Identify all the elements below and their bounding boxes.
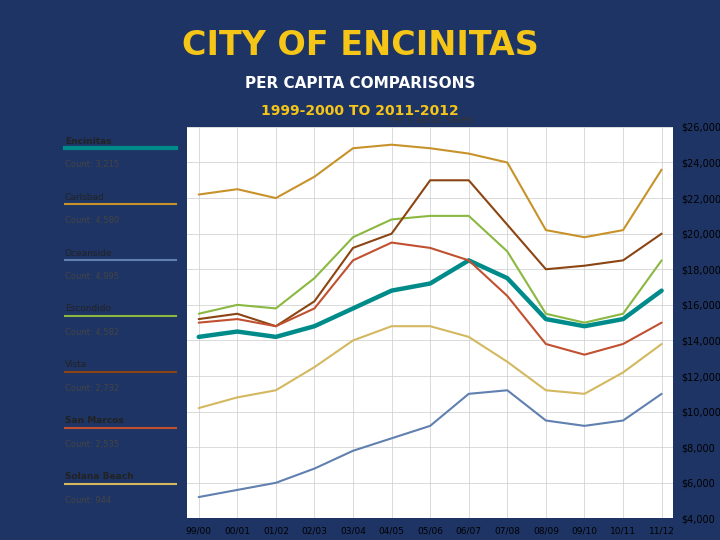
Text: Count: 3,215: Count: 3,215 [65, 160, 119, 169]
Text: CITY OF ENCINITAS: CITY OF ENCINITAS [181, 29, 539, 63]
Text: Count: 944: Count: 944 [65, 496, 111, 505]
Text: San Marcos: San Marcos [65, 416, 123, 426]
Text: PER CAPITA COMPARISONS: PER CAPITA COMPARISONS [245, 76, 475, 91]
Text: Count: 4,582: Count: 4,582 [65, 328, 119, 337]
Text: Carlsbad: Carlsbad [65, 193, 104, 201]
Text: Vista: Vista [65, 360, 87, 369]
Text: Escondido: Escondido [65, 305, 111, 314]
Text: Count: 2,535: Count: 2,535 [65, 440, 119, 449]
Text: Count: 4,580: Count: 4,580 [65, 216, 119, 225]
Text: Solana Beach: Solana Beach [65, 472, 133, 481]
Title: Per Capita Sales: Per Capita Sales [388, 114, 472, 125]
Text: Encinitas: Encinitas [65, 137, 112, 146]
Text: 1999-2000 TO 2011-2012: 1999-2000 TO 2011-2012 [261, 104, 459, 118]
Text: Count: 4,995: Count: 4,995 [65, 272, 119, 281]
Text: Oceanside: Oceanside [65, 248, 112, 258]
Text: Count: 2,732: Count: 2,732 [65, 384, 119, 393]
